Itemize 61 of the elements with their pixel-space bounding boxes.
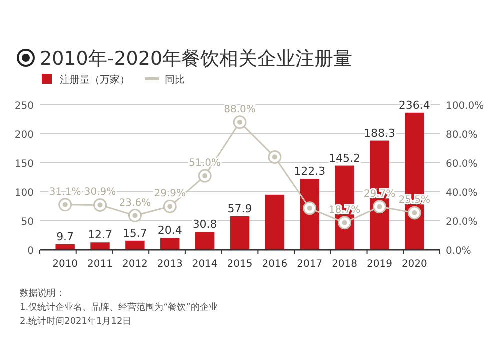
y2-tick-label: 40.0% [446,188,478,199]
x-tick-label: 2015 [227,259,253,270]
data-label: 30.9% [84,187,116,198]
data-label: 30.8 [192,218,218,232]
data-label: 9.7 [56,230,74,244]
point [303,202,317,216]
bar [230,216,250,250]
data-label: 20.4 [158,224,182,238]
x-tick-label: 2014 [192,259,218,270]
y-tick-label: 250 [14,101,34,112]
text: 2.统计时间2021年1月12日 [20,316,132,327]
point [163,200,177,214]
y2-tick-label: 0.0% [446,246,472,257]
chart-title: 2010年-2020年餐饮相关企业注册量 [40,48,353,70]
x-tick-label: 2016 [262,259,288,270]
point [372,200,386,214]
x-tick-label: 2013 [157,259,183,270]
x-tick-label: 2018 [332,259,358,270]
point [128,209,142,223]
bar [195,232,215,250]
x-tick-label: 2010 [52,259,78,270]
text: 1.仅统计企业名、品牌、经营范围为“餐饮”的企业 [20,302,218,313]
data-label: 23.6% [119,198,152,209]
point [233,116,247,130]
y2-tick-label: 60.0% [446,159,478,170]
data-label: 12.7 [88,228,113,242]
y2-tick-label: 100.0% [446,101,484,112]
x-tick-label: 2012 [122,259,148,270]
point [58,198,72,212]
y-tick-label: 150 [14,159,34,170]
bar [126,240,145,250]
data-label: 145.2 [329,152,361,165]
x-tick-label: 2019 [367,259,392,270]
bar [160,238,180,250]
bar [90,242,110,250]
x-tick-label: 2020 [402,259,428,270]
data-label: 188.3 [364,126,396,140]
legend-label: 同比 [165,74,185,86]
data-label: 31.1% [49,186,82,198]
data-label: 236.4 [398,98,430,112]
y-tick-label: 0 [28,246,34,257]
text: 数据说明： [20,288,65,299]
x-tick-label: 2017 [297,259,323,270]
data-label: 122.3 [294,165,326,178]
bar [265,194,285,250]
y-tick-label: 200 [14,130,34,141]
legend-label: 注册量（万家） [60,74,130,86]
point [198,169,212,183]
point [338,216,352,230]
x-tick-label: 2011 [88,259,113,270]
point [94,198,108,212]
point [408,206,422,220]
y-tick-label: 100 [14,188,34,199]
y-tick-label: 50 [21,217,34,228]
y2-tick-label: 80.0% [446,130,478,141]
data-label: 57.9 [228,202,252,216]
point [268,150,282,164]
y2-tick-label: 20.0% [446,217,478,228]
data-label: 88.0% [224,104,256,116]
data-label: 15.7 [122,226,148,240]
bar [56,244,75,250]
